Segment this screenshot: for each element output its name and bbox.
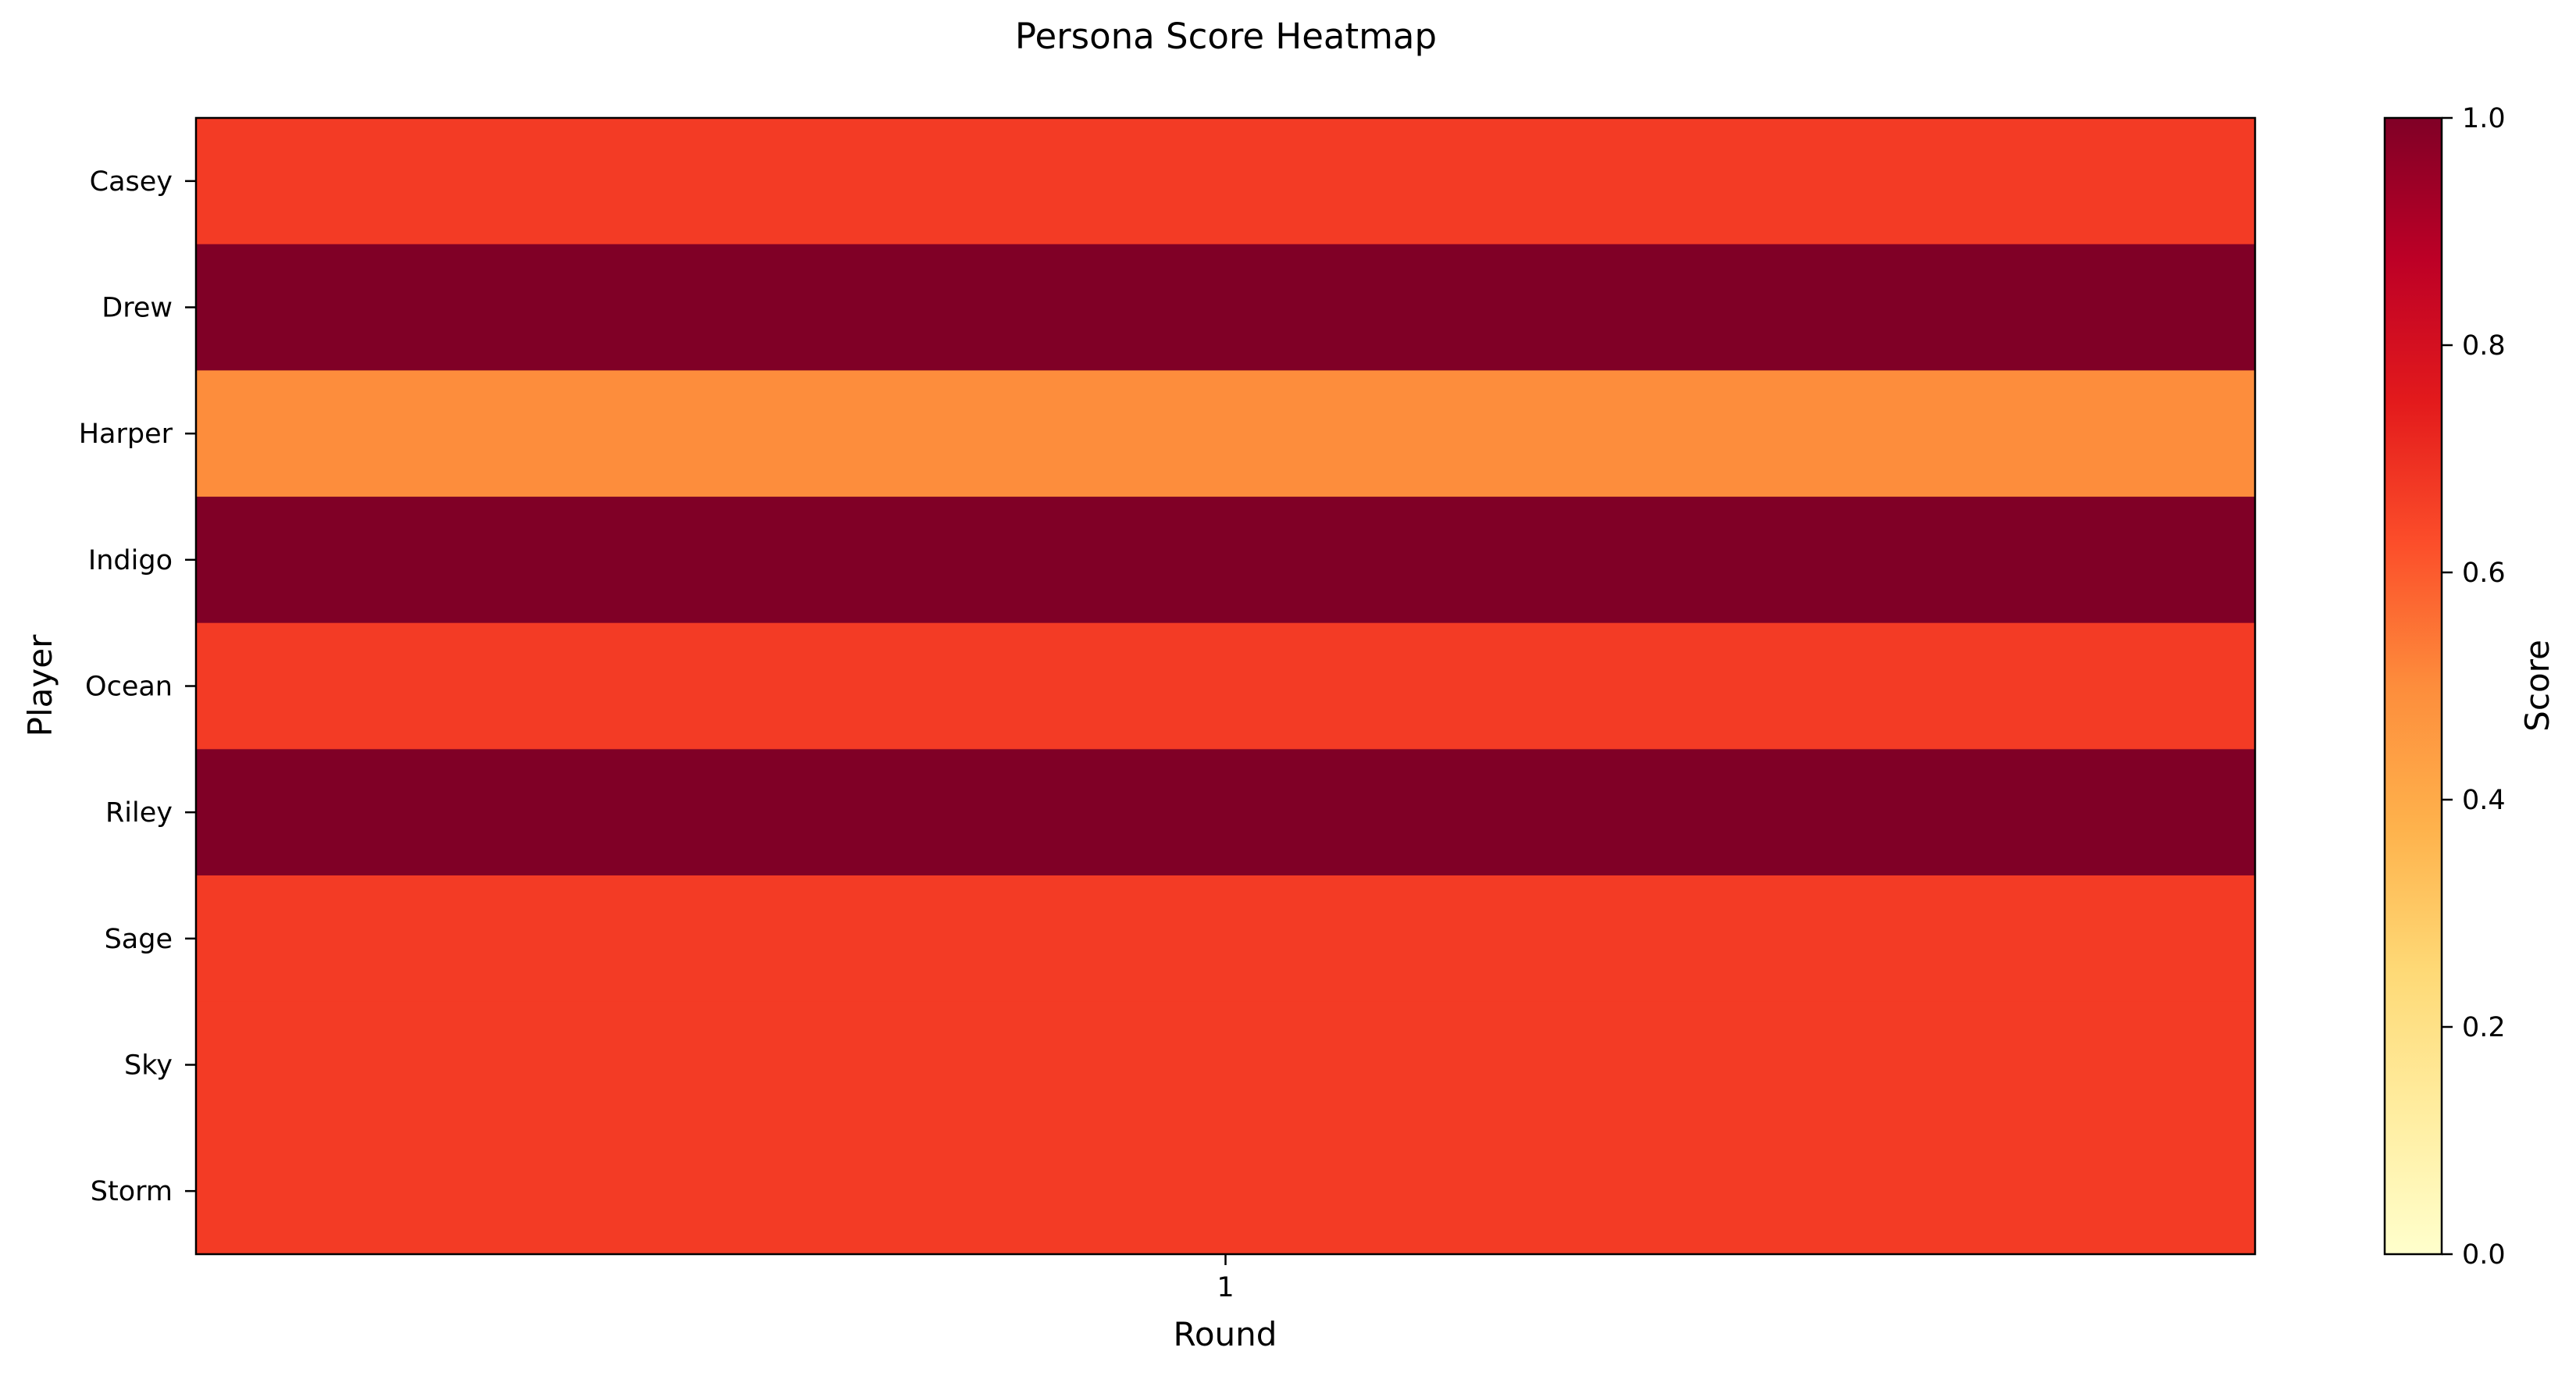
plot-frame <box>194 116 2257 1256</box>
colorbar-tick-label: 0.0 <box>2462 1239 2506 1271</box>
y-tick-label: Riley <box>105 797 173 829</box>
heatmap-cell <box>196 244 2256 371</box>
x-axis-ticks: 1 <box>1217 1254 1235 1303</box>
y-tick-label: Casey <box>90 166 173 198</box>
y-tick-label: Sage <box>105 924 173 955</box>
heatmap-cells <box>196 118 2256 1255</box>
heatmap-cell <box>196 1128 2256 1255</box>
x-tick-label: 1 <box>1217 1272 1234 1303</box>
x-axis-label: Round <box>1174 1315 1277 1353</box>
colorbar-tick-label: 0.6 <box>2462 558 2506 589</box>
y-tick-label: Drew <box>102 293 173 324</box>
colorbar-ticks: 0.0 0.2 0.4 0.6 0.8 1.0 <box>2442 103 2506 1271</box>
colorbar <box>2383 116 2443 1256</box>
heatmap-cell <box>196 370 2256 497</box>
y-axis-ticks: Casey Drew Harper Indigo Ocean Riley Sage Sky St… <box>79 166 196 1207</box>
heatmap-cell <box>196 497 2256 624</box>
colorbar-tick-label: 1.0 <box>2462 103 2506 134</box>
chart-title: Persona Score Heatmap <box>1015 16 1437 57</box>
colorbar-tick-label: 0.2 <box>2462 1012 2506 1043</box>
y-axis-label: Player <box>21 634 59 736</box>
colorbar-label: Score <box>2518 640 2556 732</box>
colorbar-tick-label: 0.4 <box>2462 785 2506 816</box>
heatmap-cell <box>196 118 2256 245</box>
heatmap-cell <box>196 1001 2256 1128</box>
y-tick-label: Harper <box>79 419 173 450</box>
heatmap-cell <box>196 875 2256 1003</box>
heatmap-cell <box>196 749 2256 876</box>
y-tick-label: Ocean <box>85 672 173 703</box>
y-tick-label: Storm <box>91 1176 173 1207</box>
y-tick-label: Indigo <box>88 545 173 576</box>
y-tick-label: Sky <box>124 1050 173 1082</box>
heatmap-cell <box>196 622 2256 750</box>
colorbar-tick-label: 0.8 <box>2462 330 2506 362</box>
